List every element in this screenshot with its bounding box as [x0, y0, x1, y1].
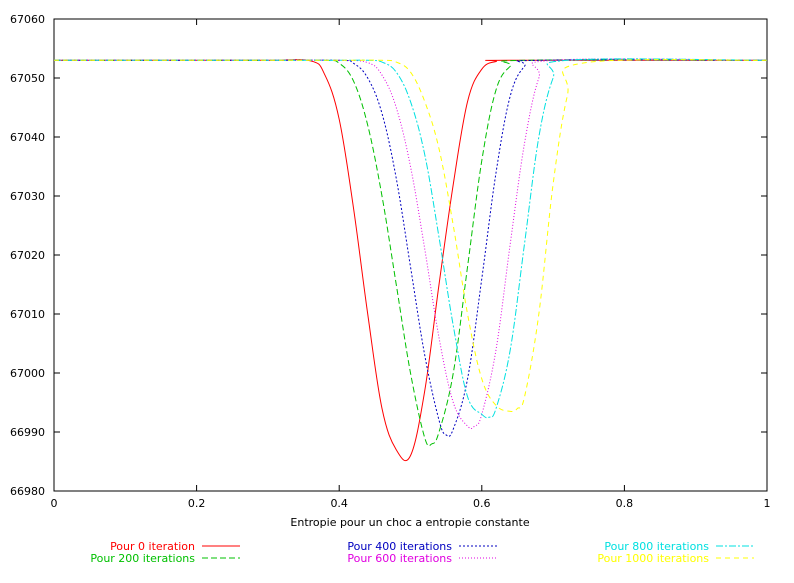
x-tick-label: 0.4: [330, 497, 348, 510]
series-line-1: [53, 59, 768, 447]
y-tick-label: 66980: [10, 485, 45, 498]
series-line-3: [53, 58, 768, 430]
y-tick-label: 67010: [10, 308, 45, 321]
x-tick-label: 0: [51, 497, 58, 510]
legend-label-5: Pour 1000 iterations: [597, 552, 709, 565]
y-tick-label: 66990: [10, 426, 45, 439]
x-axis-label: Entropie pour un choc a entropie constan…: [290, 516, 529, 529]
series-line-5: [53, 59, 768, 412]
series-line-2: [53, 59, 768, 437]
y-tick-label: 67060: [10, 13, 45, 26]
x-tick-label: 0.2: [188, 497, 206, 510]
axis-ticks: 66980 66990 67000 67010 67020 67030 67040 67050…: [10, 13, 771, 510]
legend-label-0: Pour 0 iteration: [110, 540, 195, 553]
y-tick-label: 67050: [10, 72, 45, 85]
x-tick-label: 0.6: [473, 497, 491, 510]
series-line-4: [53, 58, 768, 419]
y-tick-label: 67040: [10, 131, 45, 144]
plot-frame: [53, 18, 768, 492]
legend-label-4: Pour 800 iterations: [604, 540, 709, 553]
series-line-0: [53, 59, 768, 462]
y-tick-label: 67000: [10, 367, 45, 380]
legend-label-1: Pour 200 iterations: [90, 552, 195, 565]
x-tick-label: 0.8: [616, 497, 634, 510]
x-tick-label: 1: [764, 497, 771, 510]
series-lines: [53, 58, 768, 462]
y-tick-label: 67030: [10, 190, 45, 203]
y-tick-label: 67020: [10, 249, 45, 262]
legend-label-3: Pour 600 iterations: [347, 552, 452, 565]
legend-label-2: Pour 400 iterations: [347, 540, 452, 553]
